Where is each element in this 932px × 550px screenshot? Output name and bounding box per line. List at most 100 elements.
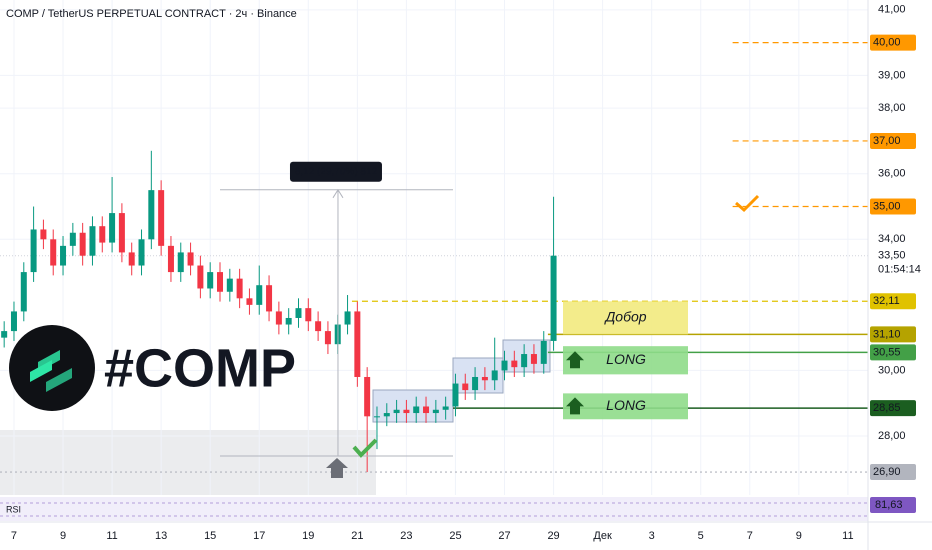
candle-body	[423, 406, 430, 414]
candle-body	[521, 354, 528, 368]
candle-body	[138, 239, 145, 266]
level-label: 40,00	[873, 37, 901, 49]
candle-body	[128, 252, 135, 266]
measure-arrow	[332, 188, 344, 199]
candle-body	[550, 255, 557, 341]
candle-body	[373, 416, 380, 418]
x-tick-label: 9	[60, 530, 66, 542]
x-tick-label: 11	[106, 530, 117, 542]
x-tick-label: 21	[351, 530, 363, 542]
level-label-box	[870, 132, 916, 149]
up-arrow	[566, 397, 584, 415]
candle-body	[118, 213, 125, 253]
measure-label: 8,12 (29,70%) 812	[295, 166, 378, 177]
level-label: 30,55	[873, 346, 901, 358]
candle-body	[540, 340, 547, 364]
candle-body	[226, 278, 233, 292]
x-tick-label: 7	[11, 530, 17, 542]
candle-body	[442, 406, 449, 410]
candle-body	[295, 308, 302, 318]
x-tick-label: 19	[302, 530, 314, 542]
candle-body	[462, 383, 469, 391]
countdown: 01:54:14	[878, 264, 921, 276]
candle-body	[256, 285, 263, 305]
level-label-box	[870, 464, 916, 481]
x-tick-label: 9	[796, 530, 802, 542]
up-arrow	[566, 351, 584, 369]
y-tick-label: 36,00	[878, 168, 906, 180]
range-box	[372, 389, 454, 423]
candle-body	[432, 409, 439, 414]
candle-body	[148, 190, 155, 240]
candle-body	[10, 311, 17, 332]
level-label: 26,90	[873, 466, 901, 478]
candle-body	[60, 245, 67, 266]
candles	[1, 150, 557, 473]
candle-body	[177, 252, 184, 273]
check-icon	[352, 438, 378, 458]
candle-body	[30, 229, 37, 273]
rsi-value-label: 81,63	[875, 499, 903, 511]
measure: 8,12 (29,70%) 812	[220, 161, 454, 457]
rsi-label: RSI	[6, 504, 21, 514]
zone-label: LONG	[606, 351, 646, 367]
level-label-box	[870, 293, 916, 310]
candle-body	[187, 252, 194, 266]
level-label-box	[870, 326, 916, 343]
level-label: 28,85	[873, 402, 901, 414]
level-label-box	[870, 198, 916, 215]
candle-body	[20, 272, 27, 312]
x-tick-label: 23	[400, 530, 412, 542]
candle-body	[393, 409, 400, 414]
axis: 28,00 30,00 34,00 36,00 38,00 39,00 41,00 7 9 11 1…	[11, 4, 921, 542]
candle-body	[236, 278, 243, 299]
candle-body	[511, 360, 518, 368]
level-label-box	[870, 400, 916, 417]
level-label: 37,00	[873, 135, 901, 147]
candle-body	[167, 245, 174, 273]
candle-body	[79, 232, 86, 256]
chart-title: COMP / TetherUS PERPETUAL CONTRACT · 2ч …	[6, 8, 297, 20]
y-tick-label: 30,00	[878, 364, 906, 376]
logo-text: #COMP	[104, 338, 296, 398]
candle-body	[197, 265, 204, 289]
candle-body	[266, 285, 273, 312]
x-tick-label: 13	[155, 530, 167, 542]
candle-body	[324, 331, 331, 345]
candle-body	[491, 370, 498, 381]
candle-body	[452, 383, 459, 407]
y-tick-label: 41,00	[878, 4, 906, 16]
y-tick-label: 39,00	[878, 69, 906, 81]
level-label: 32,11	[873, 295, 900, 307]
candle-body	[158, 190, 165, 246]
rsi-value-box	[870, 497, 916, 513]
y-tick-label: 38,00	[878, 102, 906, 114]
candle-body	[344, 311, 351, 325]
candle-body	[354, 311, 361, 377]
y-tick-label: 34,00	[878, 233, 906, 245]
candle-body	[501, 360, 508, 371]
candle-body	[89, 226, 96, 256]
candle-body	[217, 272, 224, 292]
candle-body	[275, 311, 282, 325]
candle-body	[69, 232, 76, 246]
candle-body	[530, 354, 537, 364]
candle-body	[472, 376, 479, 391]
x-tick-label: 25	[449, 530, 461, 542]
x-tick-label: 27	[498, 530, 510, 542]
zone-label: Добор	[603, 309, 646, 325]
level-label: 35,00	[873, 200, 901, 212]
logo-icon	[30, 350, 72, 392]
candle-body	[364, 376, 371, 417]
measure-box	[289, 161, 382, 182]
candle-body	[403, 409, 410, 414]
candle-body	[40, 229, 47, 240]
candle-body	[1, 331, 8, 338]
candle-body	[305, 308, 312, 322]
candle-body	[207, 272, 214, 289]
level-label: 31,10	[873, 328, 901, 340]
x-tick-label: 11	[842, 530, 853, 542]
arrow-icon	[326, 458, 348, 478]
level-label-box	[870, 344, 916, 361]
